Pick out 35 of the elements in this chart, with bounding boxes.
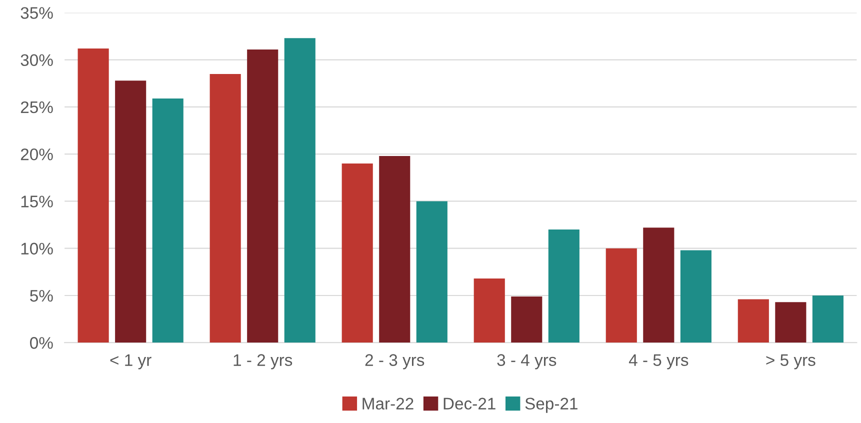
y-tick-label: 25% [20,101,53,114]
bar [115,80,146,343]
bar [548,230,580,343]
bar [775,302,806,343]
bar [738,299,769,343]
y-tick-label: 15% [21,196,53,208]
y-tick-label: 0% [30,337,53,349]
x-tick-label: 3 - 4 yrs [497,354,556,370]
y-tick-label: 10% [21,242,53,255]
y-tick-label: 30% [20,54,53,66]
bar [416,201,448,343]
x-tick-label: 4 - 5 yrs [628,354,688,370]
legend-label: Dec-21 [444,398,496,410]
bar [606,248,637,343]
y-tick-label: 20% [20,148,53,160]
bar [379,156,410,343]
bar [210,74,241,343]
x-tick-label: > 5 yrs [766,354,816,370]
y-tick-label: 5% [30,290,53,302]
y-tick-label: 35% [20,7,53,19]
bar [342,164,373,343]
x-tick-label: 1 - 2 yrs [234,354,292,370]
bar [78,48,109,343]
legend-label: Mar-22 [362,398,414,410]
bar [680,250,712,343]
legend-label: Sep-21 [525,398,578,413]
bar [643,228,674,343]
bar [247,49,278,343]
x-tick-label: 2 - 3 yrs [365,354,424,370]
bar [152,98,184,343]
bar [474,278,505,343]
bar [511,296,542,343]
bar [812,295,844,343]
bar [284,38,316,343]
x-tick-label: < 1 yr [110,354,152,370]
